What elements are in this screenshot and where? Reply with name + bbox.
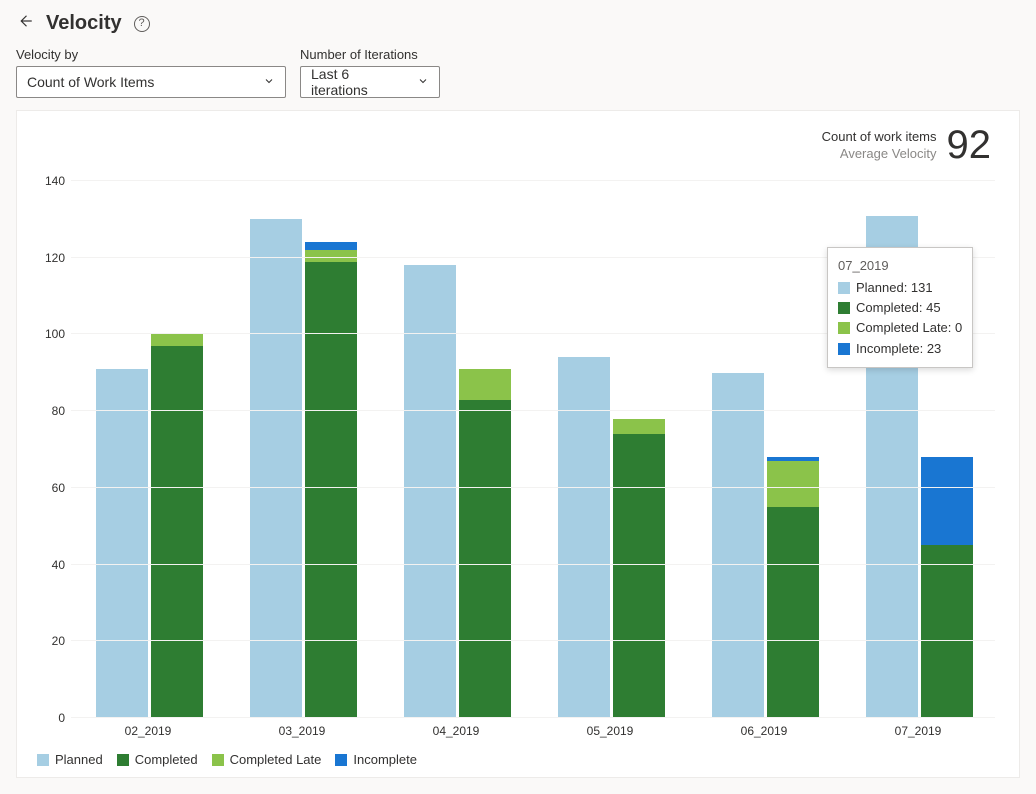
iterations-value: Last 6 iterations [311,66,403,98]
y-tick-label: 0 [31,711,65,725]
tooltip-text: Completed Late: 0 [856,318,962,338]
velocity-by-value: Count of Work Items [27,74,154,90]
bar-segment-completed-late [767,461,819,507]
bar-stack[interactable] [921,457,973,718]
x-tick-label: 06_2019 [687,724,841,746]
back-icon[interactable] [16,12,34,35]
bar-group [379,181,533,718]
velocity-by-label: Velocity by [16,47,286,62]
swatch-icon [838,302,850,314]
x-tick-label: 07_2019 [841,724,995,746]
tooltip-text: Planned: 131 [856,278,933,298]
tooltip-text: Completed: 45 [856,298,941,318]
y-tick-label: 80 [31,404,65,418]
y-tick-label: 60 [31,481,65,495]
gridline [71,717,995,718]
x-tick-label: 02_2019 [71,724,225,746]
bar-stack[interactable] [459,369,511,718]
bar-segment-completed [767,507,819,718]
y-tick-label: 120 [31,251,65,265]
bar-segment-completed-late [459,369,511,400]
bar-group [533,181,687,718]
swatch-icon [838,282,850,294]
bar-stack[interactable] [151,334,203,718]
y-tick-label: 100 [31,327,65,341]
bar-segment-incomplete [305,242,357,250]
summary-sublabel: Average Velocity [822,146,937,162]
x-tick-label: 04_2019 [379,724,533,746]
tooltip: 07_2019 Planned: 131Completed: 45Complet… [827,247,973,368]
tooltip-text: Incomplete: 23 [856,339,941,359]
controls: Velocity by Count of Work Items Number o… [16,47,1020,98]
bar-group [71,181,225,718]
bar-segment-completed [613,434,665,718]
legend-label: Incomplete [353,752,417,767]
swatch-icon [838,322,850,334]
bar-group [687,181,841,718]
legend-item-completed-late[interactable]: Completed Late [212,752,322,767]
bar-segment-completed [305,262,357,718]
summary: Count of work items Average Velocity 92 [822,123,991,168]
bar-segment-completed [921,545,973,718]
gridline [71,180,995,181]
tooltip-row: Completed: 45 [838,298,962,318]
legend-label: Completed Late [230,752,322,767]
bar-group [225,181,379,718]
bar-segment-completed-late [613,419,665,434]
y-tick-label: 140 [31,174,65,188]
x-tick-label: 05_2019 [533,724,687,746]
swatch-icon [335,754,347,766]
y-tick-label: 40 [31,558,65,572]
legend-item-planned[interactable]: Planned [37,752,103,767]
bar-stack[interactable] [305,242,357,718]
bar-planned[interactable] [712,373,764,718]
control-iterations: Number of Iterations Last 6 iterations [300,47,440,98]
chevron-down-icon [417,74,429,90]
legend: Planned Completed Completed Late Incomplete [31,752,1005,767]
bar-segment-completed-late [151,334,203,346]
tooltip-row: Incomplete: 23 [838,339,962,359]
bar-planned[interactable] [96,369,148,718]
bar-planned[interactable] [558,357,610,718]
bar-planned[interactable] [250,219,302,718]
legend-item-incomplete[interactable]: Incomplete [335,752,417,767]
bar-stack[interactable] [767,457,819,718]
chevron-down-icon [263,74,275,90]
tooltip-row: Completed Late: 0 [838,318,962,338]
swatch-icon [212,754,224,766]
chart-panel: Count of work items Average Velocity 92 … [16,110,1020,778]
gridline [71,640,995,641]
velocity-chart: 07_2019 Planned: 131Completed: 45Complet… [31,181,1005,746]
gridline [71,564,995,565]
gridline [71,410,995,411]
x-tick-label: 03_2019 [225,724,379,746]
swatch-icon [838,343,850,355]
swatch-icon [117,754,129,766]
iterations-dropdown[interactable]: Last 6 iterations [300,66,440,98]
page: Velocity ? Velocity by Count of Work Ite… [0,0,1036,794]
iterations-label: Number of Iterations [300,47,440,62]
control-velocity-by: Velocity by Count of Work Items [16,47,286,98]
summary-metric-label: Count of work items [822,129,937,145]
legend-label: Completed [135,752,198,767]
page-title: Velocity [46,12,122,35]
bar-stack[interactable] [613,419,665,718]
help-icon[interactable]: ? [134,16,150,32]
plot-area: 07_2019 Planned: 131Completed: 45Complet… [71,181,995,718]
legend-label: Planned [55,752,103,767]
y-tick-label: 20 [31,634,65,648]
bar-segment-completed [459,400,511,718]
legend-item-completed[interactable]: Completed [117,752,198,767]
header: Velocity ? [16,12,1020,35]
bar-segment-incomplete [921,457,973,545]
gridline [71,487,995,488]
swatch-icon [37,754,49,766]
velocity-by-dropdown[interactable]: Count of Work Items [16,66,286,98]
tooltip-row: Planned: 131 [838,278,962,298]
bar-segment-completed [151,346,203,718]
x-axis-labels: 02_201903_201904_201905_201906_201907_20… [71,724,995,746]
summary-value: 92 [947,123,992,168]
tooltip-title: 07_2019 [838,256,962,276]
